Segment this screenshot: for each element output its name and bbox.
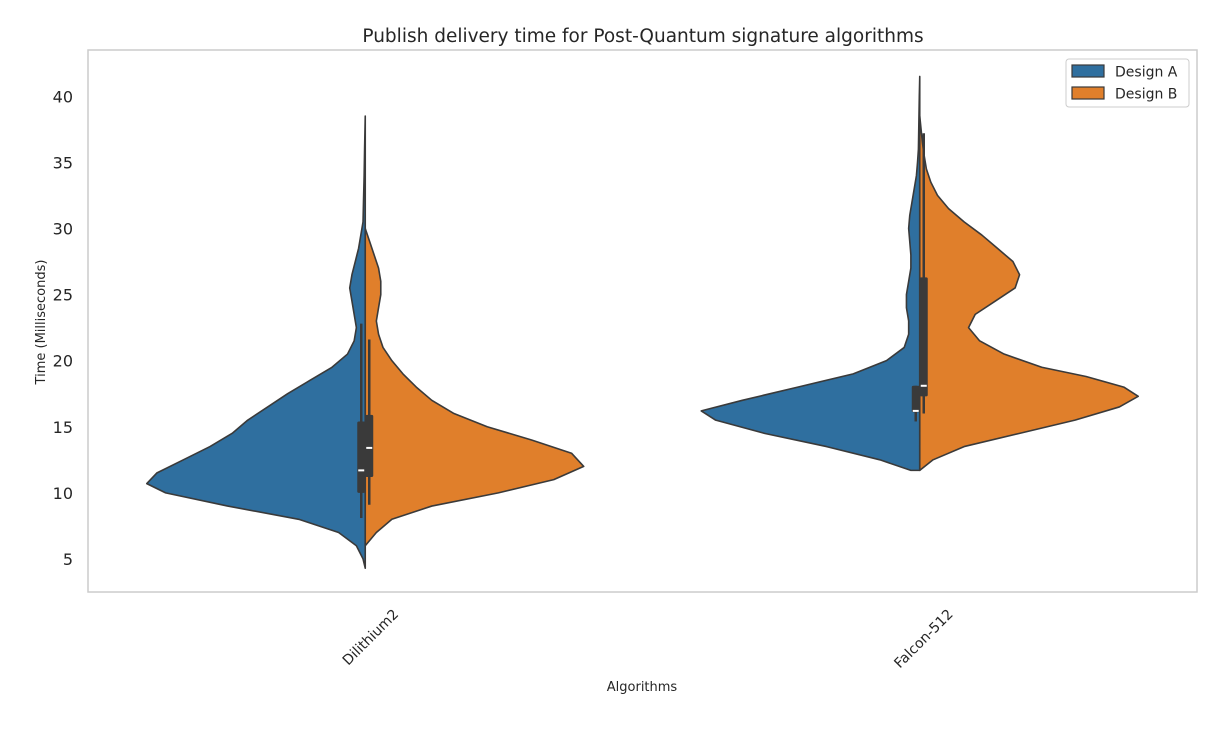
chart-title: Publish delivery time for Post-Quantum s… bbox=[362, 26, 923, 47]
x-tick-labels: Dilithium2 Falcon-512 bbox=[340, 607, 957, 672]
y-axis-label: Time (Milliseconds) bbox=[34, 260, 49, 386]
y-tick-label: 10 bbox=[53, 484, 73, 503]
y-tick-label: 15 bbox=[53, 418, 73, 437]
y-tick-label: 5 bbox=[63, 550, 73, 569]
x-tick-label: Falcon-512 bbox=[891, 607, 956, 672]
violin-design-a-dilithium2 bbox=[145, 115, 367, 570]
x-tick-label: Dilithium2 bbox=[340, 607, 402, 669]
legend-swatch-design-a bbox=[1071, 64, 1105, 78]
x-axis-label: Algorithms bbox=[607, 680, 678, 695]
violins-layer bbox=[145, 75, 1140, 570]
iqr-box-design-b-falcon-512 bbox=[919, 277, 928, 397]
y-tick-label: 25 bbox=[53, 286, 73, 305]
iqr-box-design-a-falcon-512 bbox=[911, 385, 920, 413]
y-tick-label: 20 bbox=[53, 352, 73, 371]
y-tick-labels: 5 10 15 20 25 30 35 40 bbox=[53, 87, 73, 569]
y-tick-label: 35 bbox=[53, 153, 73, 172]
y-tick-label: 40 bbox=[53, 87, 73, 106]
legend-label-design-a: Design A bbox=[1115, 65, 1178, 81]
legend: Design A Design B bbox=[1065, 58, 1190, 108]
violin-design-b-dilithium2 bbox=[364, 227, 585, 547]
iqr-box-design-b-dilithium2 bbox=[365, 414, 374, 477]
iqr-box-design-a-dilithium2 bbox=[357, 421, 366, 493]
legend-label-design-b: Design B bbox=[1115, 87, 1177, 103]
y-tick-label: 30 bbox=[53, 219, 73, 238]
violin-design-a-falcon-512 bbox=[700, 75, 921, 472]
legend-swatch-design-b bbox=[1071, 86, 1105, 100]
